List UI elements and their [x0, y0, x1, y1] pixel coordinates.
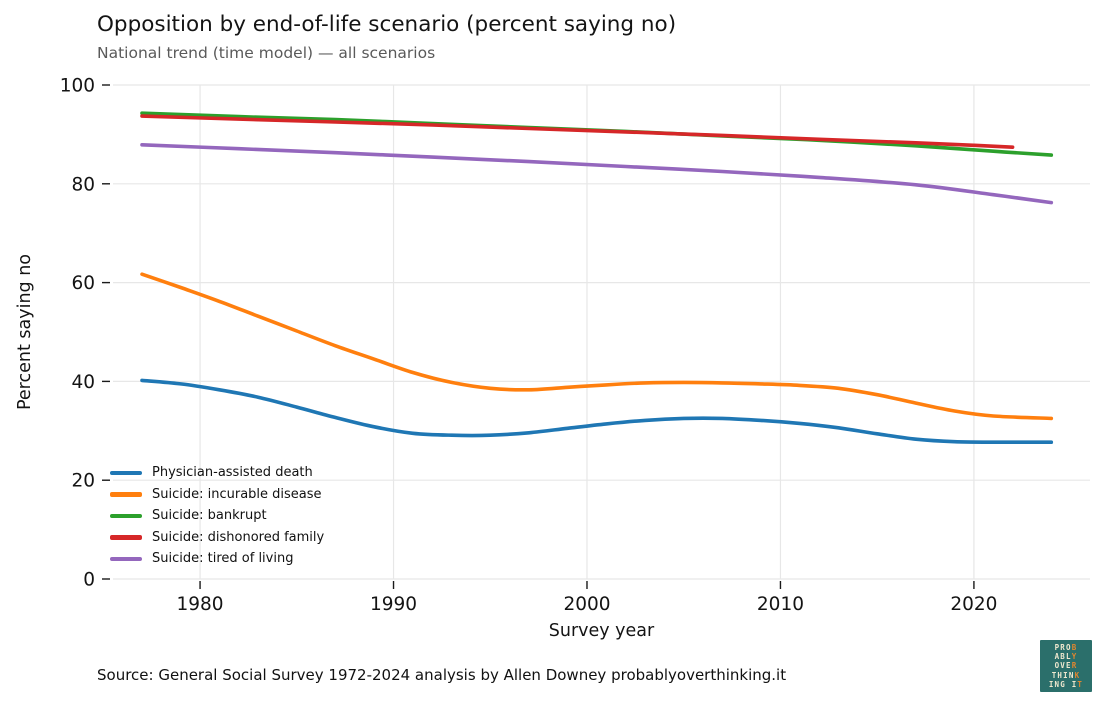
legend-swatch-line-icon — [110, 492, 142, 497]
legend-label: Suicide: tired of living — [152, 551, 294, 567]
x-tick-label: 2010 — [757, 594, 804, 615]
probablyoverthinking-logo: PROB ABLY OVER THINK ING IT — [1040, 640, 1092, 692]
y-tick-label: 80 — [71, 174, 95, 195]
logo-row: ING IT — [1048, 679, 1084, 689]
legend-label: Suicide: dishonored family — [152, 529, 325, 545]
logo-row: PROB — [1054, 642, 1078, 652]
legend-label: Suicide: bankrupt — [152, 508, 267, 524]
series-line-suicide-dishonored-family — [140, 114, 1015, 149]
series-line-suicide-tired-of-living — [140, 143, 1054, 205]
legend-item: Suicide: bankrupt — [110, 505, 324, 527]
y-tick-label: 40 — [71, 372, 95, 393]
y-tick-label: 100 — [60, 76, 95, 97]
legend-label: Suicide: incurable disease — [152, 486, 322, 502]
chart-title: Opposition by end-of-life scenario (perc… — [97, 12, 677, 37]
y-tick-label: 60 — [71, 273, 95, 294]
y-axis-label: Percent saying no — [15, 253, 35, 411]
y-tick-label: 0 — [83, 570, 95, 591]
legend-swatch-line-icon — [110, 513, 142, 518]
legend-item: Suicide: incurable disease — [110, 484, 324, 506]
legend-swatch-line-icon — [110, 556, 142, 561]
legend-item: Physician-assisted death — [110, 462, 324, 484]
x-tick-label: 1980 — [177, 594, 224, 615]
y-tick-label: 20 — [71, 471, 95, 492]
series-line-physician-assisted-death — [140, 378, 1054, 445]
series-line-suicide-incurable-disease — [140, 272, 1054, 421]
legend: Physician-assisted death Suicide: incura… — [110, 462, 324, 570]
legend-swatch-line-icon — [110, 470, 142, 475]
logo-row: OVER — [1054, 661, 1078, 671]
legend-item: Suicide: tired of living — [110, 548, 324, 570]
x-tick-label: 2020 — [950, 594, 997, 615]
legend-label: Physician-assisted death — [152, 465, 313, 481]
x-tick-label: 1990 — [370, 594, 417, 615]
chart-subtitle: National trend (time model) — all scenar… — [97, 44, 436, 62]
legend-item: Suicide: dishonored family — [110, 527, 324, 549]
logo-row: THINK — [1051, 670, 1081, 680]
x-tick-label: 2000 — [563, 594, 610, 615]
legend-swatch-line-icon — [110, 535, 142, 540]
x-axis-label: Survey year — [548, 621, 655, 641]
source-caption: Source: General Social Survey 1972-2024 … — [97, 666, 787, 684]
logo-row: ABLY — [1054, 652, 1078, 662]
